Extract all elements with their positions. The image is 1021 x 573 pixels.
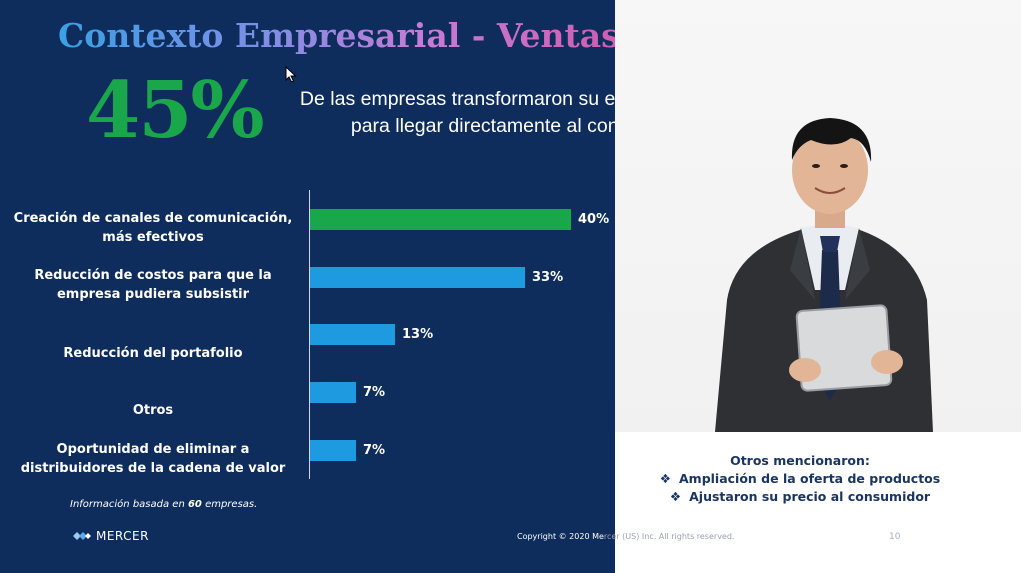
bar-value-label: 7% <box>363 443 386 458</box>
others-mentioned: Otros mencionaron: ❖ Ampliación de la ofe… <box>640 452 960 506</box>
others-item-text: Ampliación de la oferta de productos <box>679 471 941 486</box>
others-item-text: Ajustaron su precio al consumidor <box>689 489 931 504</box>
diamond-bullet-icon: ❖ <box>669 489 682 504</box>
bar-value-label: 13% <box>402 327 434 342</box>
others-title: Otros mencionaron: <box>730 453 870 468</box>
footnote-suffix: empresas. <box>201 499 258 510</box>
others-item: ❖ Ampliación de la oferta de productos <box>640 470 960 488</box>
chart-bar <box>310 382 356 403</box>
businessman-photo <box>615 0 1021 432</box>
footnote-prefix: Información basada en <box>70 499 188 510</box>
arrow-cursor-icon <box>285 66 297 83</box>
brand-name: MERCER <box>96 529 149 543</box>
chart-axis <box>309 190 310 479</box>
bar-value-label: 40% <box>578 212 610 227</box>
page-number: 10 <box>889 532 901 542</box>
diamond-bullet-icon: ❖ <box>659 471 671 486</box>
bar-value-label: 33% <box>532 270 564 285</box>
mercer-logo-icon <box>73 532 91 540</box>
chart-bar <box>310 209 571 230</box>
chart-bar <box>310 267 525 288</box>
category-label: Creación de canales de comunicación, más… <box>13 211 293 245</box>
others-item: ❖ Ajustaron su precio al consumidor <box>640 488 960 506</box>
chart-bar <box>310 324 395 345</box>
bar-value-label: 7% <box>363 385 386 400</box>
category-label: Otros <box>132 403 174 418</box>
copyright-start: Copyright © 2020 Me <box>517 532 604 541</box>
category-label: Reducción de costos para que la empresa … <box>34 268 272 302</box>
category-label: Reducción del portafolio <box>63 346 243 361</box>
brand: MERCER <box>72 529 149 543</box>
slide-title: Contexto Empresarial - Ventas <box>58 16 620 55</box>
copyright: Copyright © 2020 Mercer (US) Inc. All ri… <box>517 532 734 541</box>
copyright-end: rcer (US) Inc. All rights reserved. <box>603 532 735 541</box>
footnote: Información basada en 60 empresas. <box>70 499 257 510</box>
chart-bar <box>310 440 356 461</box>
big-stat: 45% <box>86 65 265 156</box>
footnote-number: 60 <box>187 499 202 510</box>
category-label: Oportunidad de eliminar a distribuidores… <box>20 442 286 476</box>
businessman-illustration <box>715 118 933 432</box>
